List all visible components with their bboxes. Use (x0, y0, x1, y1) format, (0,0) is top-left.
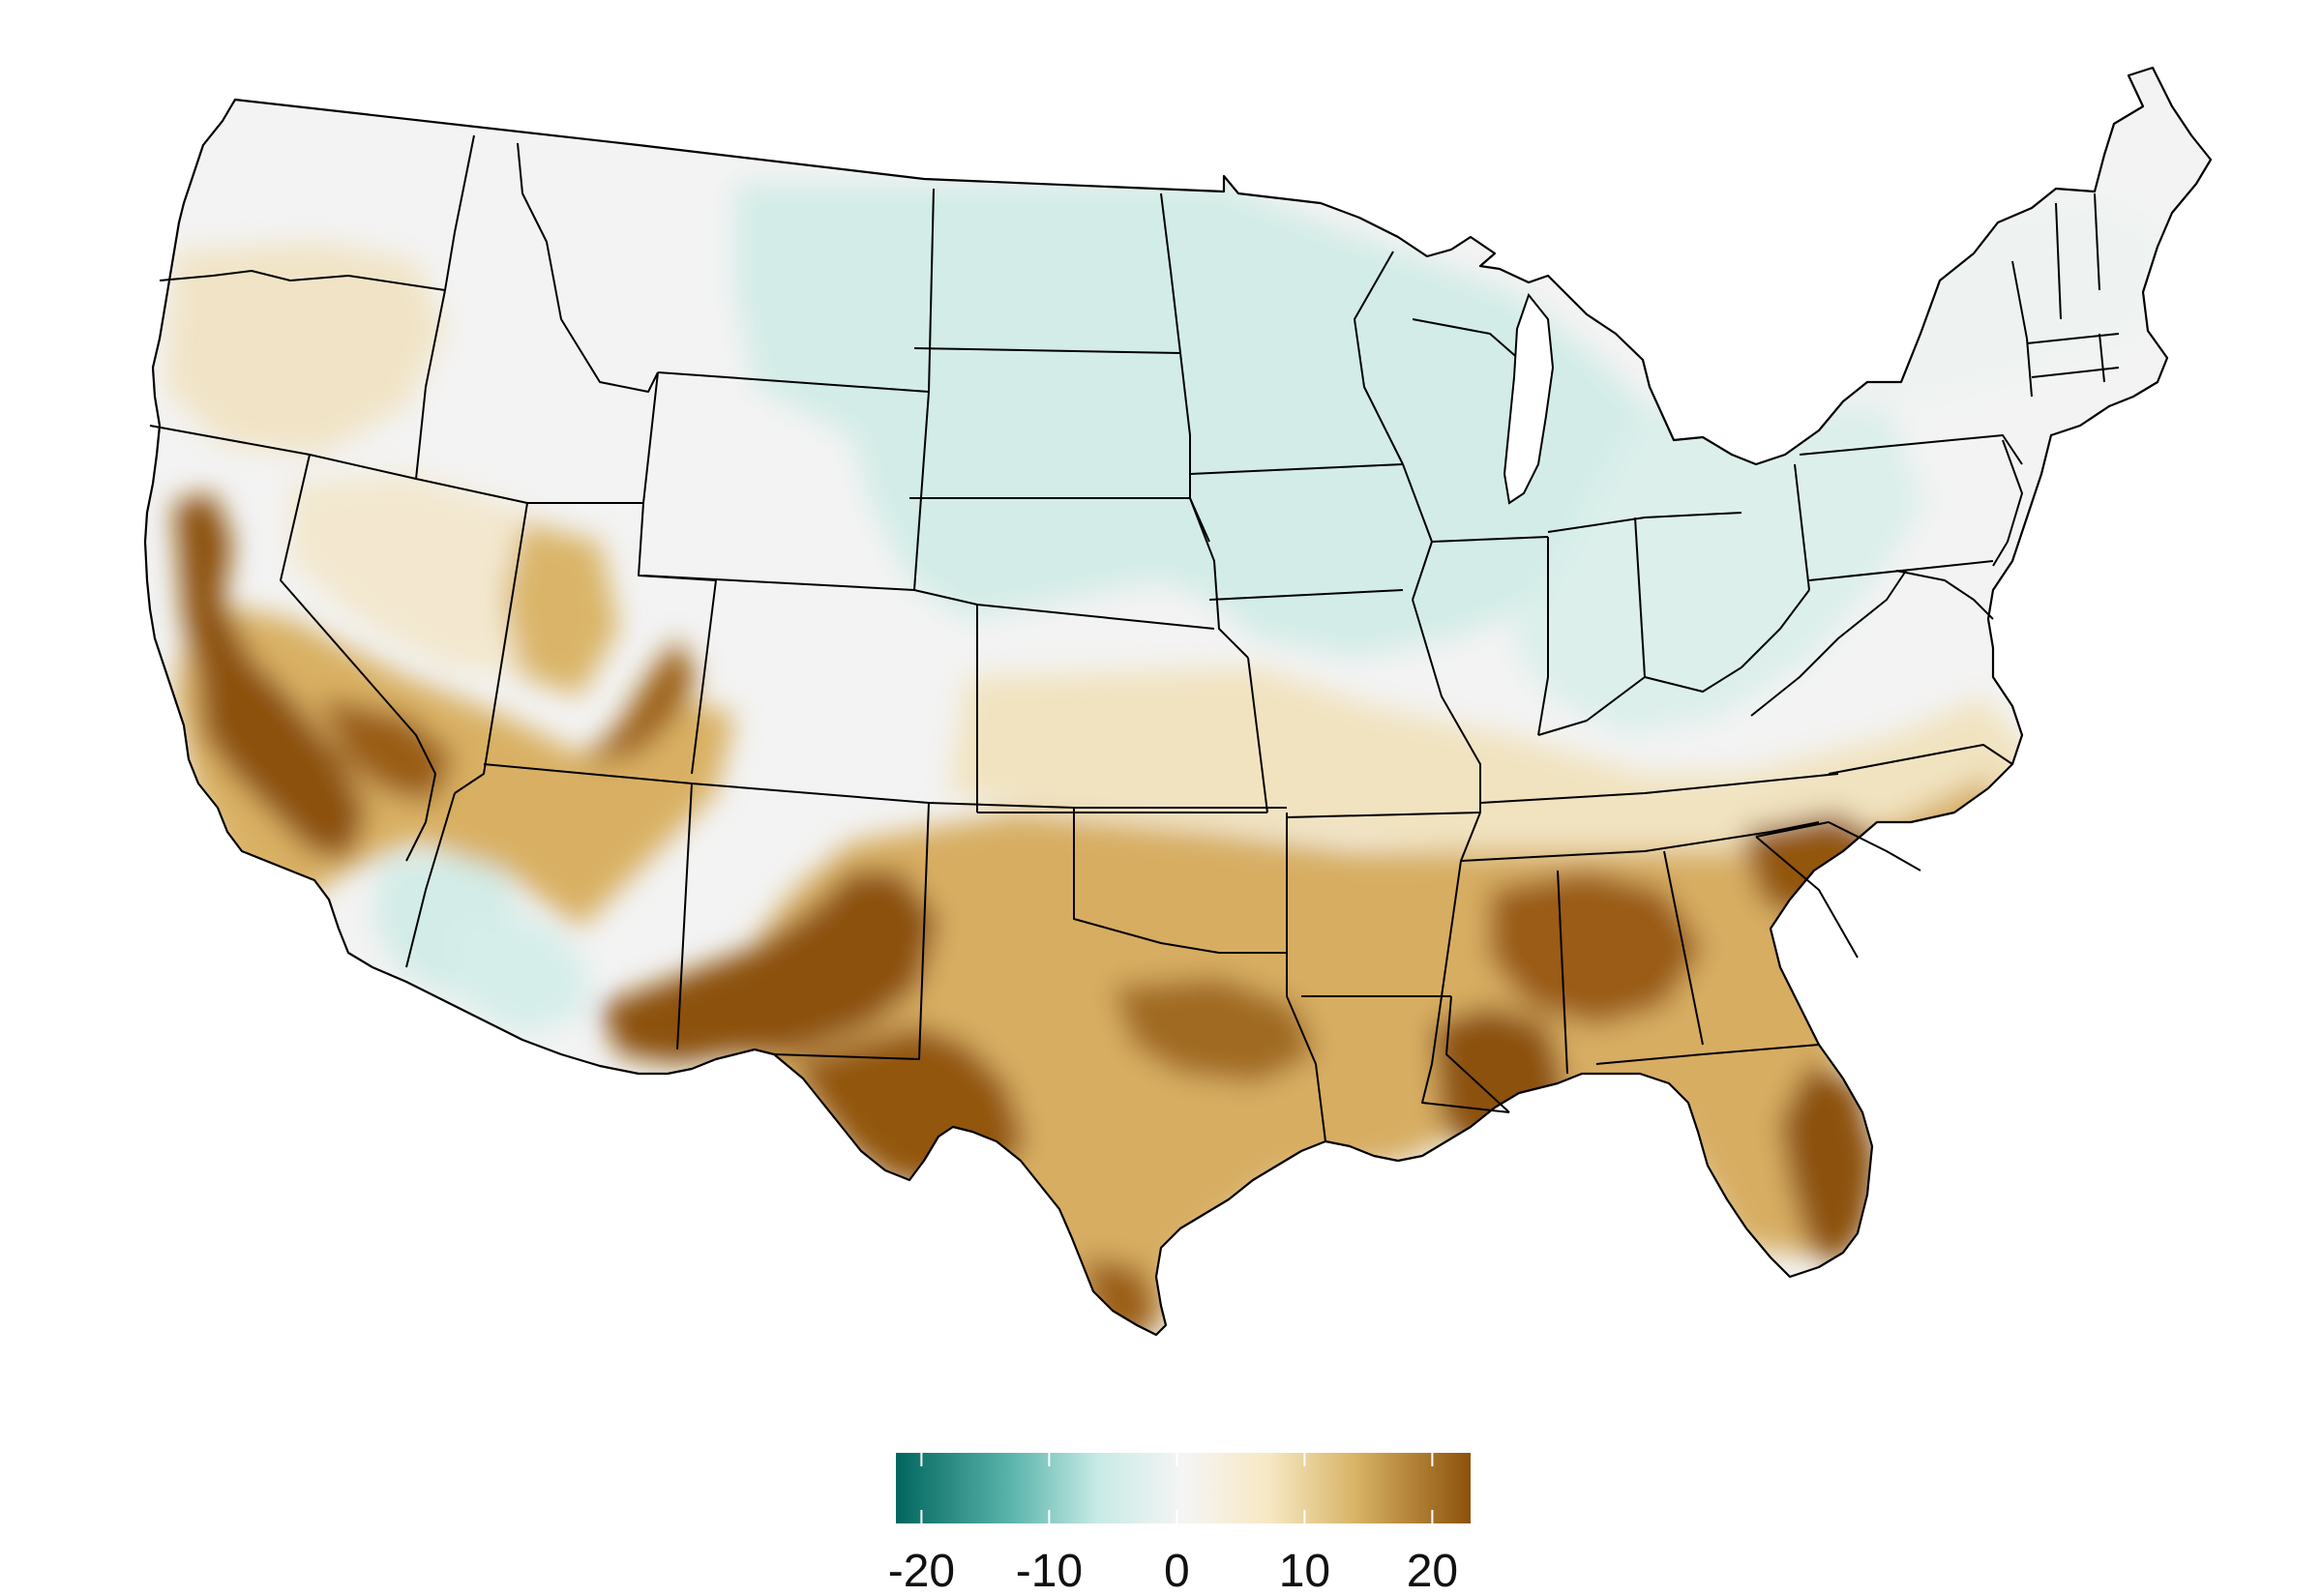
zone-arizona-teal (455, 919, 590, 1035)
zone-ohio-valley-teal (1509, 406, 1925, 735)
border-nd-mn (1160, 192, 1181, 354)
border-ms-al (1557, 870, 1568, 1075)
zone-florida-brown (1780, 1064, 1877, 1267)
border-al-ga (1663, 850, 1704, 1046)
colorbar-legend: -20 -10 0 10 20 (888, 1453, 1471, 1596)
border-ny-ct (2026, 338, 2033, 398)
zone-deep-south-brown (1490, 871, 1703, 1025)
border-nm-tx (773, 802, 930, 1060)
border-id-or-nv (415, 289, 528, 504)
border-oh-wv (1741, 589, 1810, 668)
colorbar-tick-label-minus-10: -10 (1016, 1546, 1083, 1596)
border-az-nm (676, 783, 693, 1050)
state-borders (143, 66, 2213, 1337)
border-ne-co (913, 589, 1215, 630)
border-ca-az (405, 792, 456, 968)
border-ut-co (691, 579, 717, 775)
border-id-wy (642, 371, 659, 504)
border-ks-mo (1247, 657, 1268, 813)
border-ky-tn (1479, 773, 1839, 804)
border-mn-ia (1189, 463, 1404, 475)
border-tn-nc-va (1828, 744, 2013, 775)
border-ny-vt (2011, 260, 2028, 340)
anomaly-zones (164, 184, 2167, 1335)
border-mo-ar (1286, 812, 1481, 818)
border-ok-tx (1073, 808, 1287, 954)
zone-sierra-brown (319, 696, 455, 803)
border-pa-nj (1992, 439, 2023, 567)
border-wa-or (159, 270, 446, 291)
border-nh-me (2094, 192, 2100, 291)
colorbar-tick-label-10: 10 (1279, 1546, 1330, 1596)
us-outline (143, 66, 2213, 1337)
colorbar-tick-label-20: 20 (1407, 1546, 1458, 1596)
colorbar-tick-labels: -20 -10 0 10 20 (888, 1546, 1458, 1596)
border-il-in (1537, 537, 1549, 736)
border-ga-fl (1595, 1044, 1820, 1065)
border-nv-ut (454, 502, 528, 794)
border-wi-il (1431, 536, 1549, 543)
border-ne-ia-mo (1189, 497, 1249, 659)
colorbar-tick-label-minus-20: -20 (888, 1546, 955, 1596)
border-in-oh (1634, 517, 1646, 678)
border-ma-north (2026, 333, 2120, 344)
lake-michigan (1503, 292, 1555, 505)
border-ca-nv (280, 454, 436, 862)
border-oh-pa (1794, 463, 1810, 591)
border-ga-sc (1755, 836, 1859, 959)
zone-central-plains-tan (948, 667, 2032, 871)
zone-pacific-nw-tan (164, 242, 445, 455)
border-mn-wi (1354, 251, 1404, 465)
zone-southern-border-brown (600, 871, 938, 1064)
border-id-mt (517, 142, 659, 393)
border-la-ms (1445, 995, 1510, 1113)
border-ct-ri-ma (2031, 367, 2120, 378)
zone-oklahoma-brown (1113, 977, 1316, 1083)
border-ia-mo (1208, 589, 1404, 601)
border-in-ky (1537, 666, 1742, 736)
zone-utah-gold (503, 522, 619, 696)
colorbar (896, 1453, 1471, 1523)
zone-california-brown (174, 493, 368, 861)
border-mo-il-ky (1412, 599, 1481, 813)
zone-north-plains-teal (735, 184, 1645, 658)
border-va-md (1895, 570, 1994, 620)
border-pa-ny (1799, 434, 2023, 465)
border-wa-id (444, 134, 475, 291)
border-tn-south (1460, 821, 1820, 862)
border-tx-la (1286, 995, 1326, 1142)
border-sd-mn-ia (1179, 352, 1210, 543)
colorbar-ticks (920, 1453, 1434, 1523)
border-mi-in-oh (1547, 512, 1742, 533)
colorbar-tick-label-0: 0 (1164, 1546, 1190, 1596)
border-nc-sc (1755, 821, 1921, 872)
zone-colorado-brown (580, 638, 697, 764)
border-ct-ri (2099, 333, 2105, 383)
border-nd-sd (913, 347, 1181, 354)
border-vt-nh (2055, 202, 2062, 320)
border-ky-va-wv (1750, 570, 1907, 717)
